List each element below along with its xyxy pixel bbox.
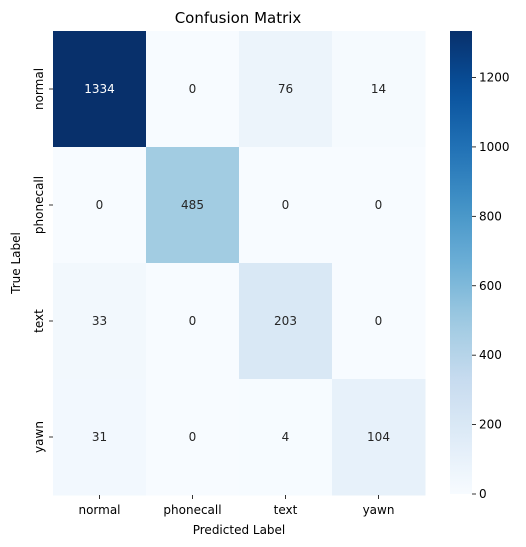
heatmap-cell xyxy=(332,263,426,380)
heatmap-cell xyxy=(146,263,240,380)
cell-value-label: 0 xyxy=(375,198,383,212)
cell-value-label: 0 xyxy=(375,314,383,328)
y-tick-label: phonecall xyxy=(32,176,46,234)
heatmap-cell xyxy=(53,379,147,496)
colorbar-ticks: 0 200 400 600 800 1000 1200 xyxy=(472,71,510,501)
y-tick-label: yawn xyxy=(32,421,46,453)
x-tick-label: phonecall xyxy=(163,503,221,517)
y-tick-label: text xyxy=(32,309,46,333)
chart-title: Confusion Matrix xyxy=(175,9,302,27)
heatmap-cell xyxy=(332,147,426,264)
x-axis-ticks: normal phonecall text yawn xyxy=(78,495,394,517)
x-tick-label: text xyxy=(274,503,298,517)
heatmap-cell xyxy=(146,379,240,496)
cell-value-label: 31 xyxy=(92,430,107,444)
heatmap-cell xyxy=(146,31,240,148)
x-axis-title: Predicted Label xyxy=(193,523,286,537)
cell-value-label: 0 xyxy=(189,430,197,444)
heatmap-cell xyxy=(239,31,333,148)
heatmap-cell-labels: 1334 0 76 14 0 485 0 0 33 0 203 0 31 0 4 104 xyxy=(84,82,390,444)
heatmap-cell xyxy=(332,31,426,148)
heatmap-cell xyxy=(53,263,147,380)
cell-value-label: 1334 xyxy=(84,82,115,96)
cell-value-label: 4 xyxy=(282,430,290,444)
cell-value-label: 14 xyxy=(371,82,386,96)
y-axis-ticks: normal phonecall text yawn xyxy=(32,68,53,453)
heatmap-cell xyxy=(53,147,147,264)
cell-value-label: 0 xyxy=(282,198,290,212)
colorbar xyxy=(450,31,472,494)
cell-value-label: 485 xyxy=(181,198,204,212)
cell-value-label: 0 xyxy=(189,314,197,328)
cell-value-label: 76 xyxy=(278,82,293,96)
heatmap-cell xyxy=(146,147,240,264)
x-tick-label: yawn xyxy=(363,503,395,517)
cell-value-label: 0 xyxy=(189,82,197,96)
heatmap-cell xyxy=(53,31,147,148)
cell-value-label: 203 xyxy=(274,314,297,328)
heatmap-cell xyxy=(239,263,333,380)
colorbar-tick-label: 600 xyxy=(479,279,502,293)
x-tick-label: normal xyxy=(78,503,120,517)
y-tick-label: normal xyxy=(32,68,46,110)
colorbar-tick-label: 400 xyxy=(479,348,502,362)
heatmap-cell xyxy=(239,147,333,264)
cell-value-label: 104 xyxy=(367,430,390,444)
colorbar-tick-label: 1000 xyxy=(479,140,510,154)
heatmap-cells xyxy=(53,31,426,496)
colorbar-tick-label: 1200 xyxy=(479,71,510,85)
cell-value-label: 0 xyxy=(96,198,104,212)
heatmap-cell xyxy=(332,379,426,496)
colorbar-tick-label: 800 xyxy=(479,209,502,223)
colorbar-tick-label: 0 xyxy=(479,487,487,501)
y-axis-title: True Label xyxy=(9,232,23,295)
cell-value-label: 33 xyxy=(92,314,107,328)
heatmap-cell xyxy=(239,379,333,496)
colorbar-tick-label: 200 xyxy=(479,418,502,432)
